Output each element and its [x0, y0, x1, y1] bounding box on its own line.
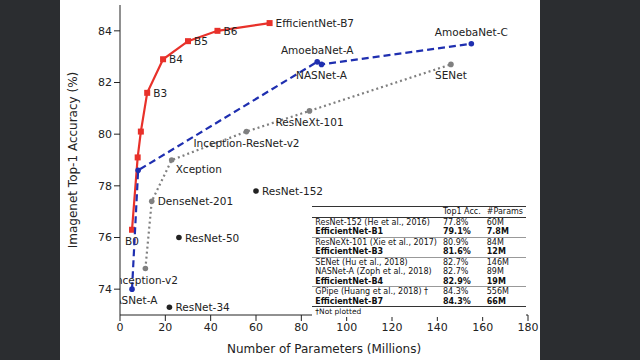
html-text:7.8M: 7.8M: [486, 227, 509, 236]
html-text:EfficientNet-B7: EfficientNet-B7: [315, 296, 384, 306]
html-text:EfficientNet-B3: EfficientNet-B3: [315, 247, 384, 256]
svg-text:B5: B5: [194, 35, 208, 47]
html-text:NASNet-A (Zoph et al., 2018): NASNet-A (Zoph et al., 2018): [315, 267, 432, 276]
svg-text:SENet: SENet: [435, 69, 467, 81]
html-text:82.7%: 82.7%: [443, 257, 469, 267]
svg-text:80: 80: [98, 128, 112, 141]
html-text:66M: 66M: [486, 296, 506, 306]
svg-text:EfficientNet-B7: EfficientNet-B7: [276, 17, 354, 29]
svg-text:B3: B3: [153, 87, 167, 99]
svg-text:Xception: Xception: [176, 163, 222, 175]
html-text:19M: 19M: [486, 276, 506, 286]
html-text:60M: 60M: [486, 217, 504, 227]
svg-text:B4: B4: [169, 53, 183, 65]
html-text:81.6%: 81.6%: [443, 247, 471, 256]
svg-text:DenseNet-201: DenseNet-201: [158, 195, 233, 207]
svg-text:84: 84: [98, 25, 112, 38]
html-text:12M: 12M: [486, 247, 506, 256]
svg-text:Inception-ResNet-v2: Inception-ResNet-v2: [193, 137, 299, 149]
svg-text:78: 78: [98, 180, 112, 193]
svg-text:ResNeXt-101: ResNeXt-101: [275, 116, 343, 128]
html-text:84M: 84M: [486, 237, 504, 247]
svg-text:Imagenet Top-1 Accuracy (%): Imagenet Top-1 Accuracy (%): [66, 72, 80, 248]
svg-text:ResNet-152: ResNet-152: [262, 185, 323, 197]
svg-text:AmoebaNet-A: AmoebaNet-A: [281, 44, 354, 56]
html-text:77.8%: 77.8%: [443, 217, 469, 227]
svg-text:ResNet-50: ResNet-50: [185, 232, 239, 244]
svg-text:80: 80: [294, 321, 308, 334]
html-text:EfficientNet-B1: EfficientNet-B1: [315, 227, 384, 236]
svg-text:NASNet-A: NASNet-A: [296, 69, 348, 81]
html-text:†Not plotted: †Not plotted: [315, 307, 362, 316]
svg-text:B6: B6: [223, 25, 237, 37]
html-text:80.9%: 80.9%: [443, 237, 469, 247]
svg-text:B0: B0: [125, 235, 139, 247]
svg-text:AmoebaNet-C: AmoebaNet-C: [435, 26, 508, 38]
svg-text:Inception-v2: Inception-v2: [120, 274, 178, 286]
svg-text:100: 100: [336, 321, 357, 334]
html-text:ResNet-152 (He et al., 2016): ResNet-152 (He et al., 2016): [315, 217, 430, 227]
html-text:146M: 146M: [486, 257, 509, 267]
html-text:82.9%: 82.9%: [443, 276, 471, 286]
html-text:EfficientNet-B4: EfficientNet-B4: [315, 276, 384, 286]
svg-text:74: 74: [98, 283, 112, 296]
svg-text:120: 120: [382, 321, 403, 334]
html-text:ResNeXt-101 (Xie et al., 2017): ResNeXt-101 (Xie et al., 2017): [315, 237, 437, 247]
html-text:#Params: #Params: [486, 207, 523, 216]
svg-text:82: 82: [98, 76, 112, 89]
html-text:Top1 Acc.: Top1 Acc.: [443, 207, 481, 216]
html-text:84.3%: 84.3%: [443, 296, 471, 306]
svg-text:160: 160: [472, 321, 493, 334]
html-text:89M: 89M: [486, 267, 504, 276]
svg-text:20: 20: [158, 321, 172, 334]
html-text:556M: 556M: [486, 287, 509, 296]
svg-text:40: 40: [204, 321, 218, 334]
svg-text:140: 140: [427, 321, 448, 334]
html-text:GPipe (Huang et al., 2018) †: GPipe (Huang et al., 2018) †: [315, 287, 429, 296]
svg-text:ResNet-34: ResNet-34: [175, 301, 230, 313]
html-text:79.1%: 79.1%: [443, 227, 471, 236]
html-text:SENet (Hu et al., 2018): SENet (Hu et al., 2018): [315, 257, 408, 267]
svg-text:180: 180: [518, 321, 539, 334]
svg-text:0: 0: [117, 321, 124, 334]
html-text:84.3%: 84.3%: [443, 287, 469, 296]
svg-text:NASNet-A: NASNet-A: [120, 294, 158, 306]
html-text:82.7%: 82.7%: [443, 267, 469, 276]
svg-text:Number of Parameters (Millions: Number of Parameters (Millions): [227, 342, 421, 356]
svg-text:60: 60: [249, 321, 263, 334]
svg-text:76: 76: [98, 231, 112, 244]
